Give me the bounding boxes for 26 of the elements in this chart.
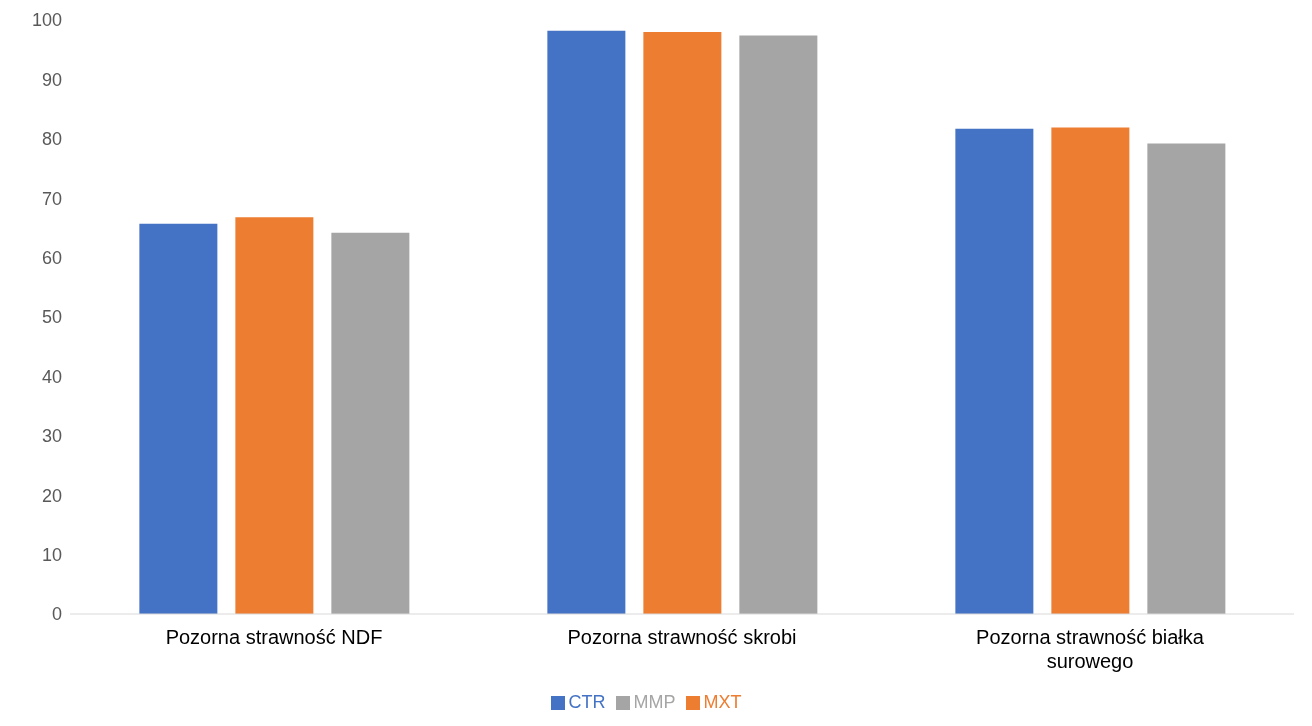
bar [1147, 143, 1226, 614]
bar [235, 217, 314, 614]
bar [331, 232, 410, 614]
bar [139, 223, 218, 614]
y-tick-label: 40 [41, 366, 62, 387]
y-tick-label: 90 [41, 69, 62, 90]
bar [739, 35, 818, 614]
x-tick-label: Pozorna strawność NDF [165, 626, 383, 648]
y-tick-label: 60 [41, 247, 62, 268]
bar [1051, 127, 1130, 614]
bar [643, 31, 722, 614]
y-tick-label: 20 [41, 485, 62, 506]
y-tick-label: 50 [41, 307, 62, 328]
bar [955, 128, 1034, 614]
legend-label: MXT [703, 692, 742, 712]
y-tick-label: 10 [41, 544, 62, 565]
y-tick-label: 70 [41, 188, 62, 209]
x-tick-label: Pozorna strawność białka surowego [976, 626, 1205, 672]
x-tick-label: Pozorna strawność skrobi [567, 626, 797, 648]
y-tick-label: 80 [41, 129, 62, 150]
legend-label: MMP [633, 692, 676, 712]
y-tick-label: 0 [51, 604, 62, 625]
legend-label: CTR [568, 692, 606, 712]
y-tick-label: 100 [31, 10, 62, 31]
bar [547, 30, 626, 614]
y-tick-label: 30 [41, 426, 62, 447]
